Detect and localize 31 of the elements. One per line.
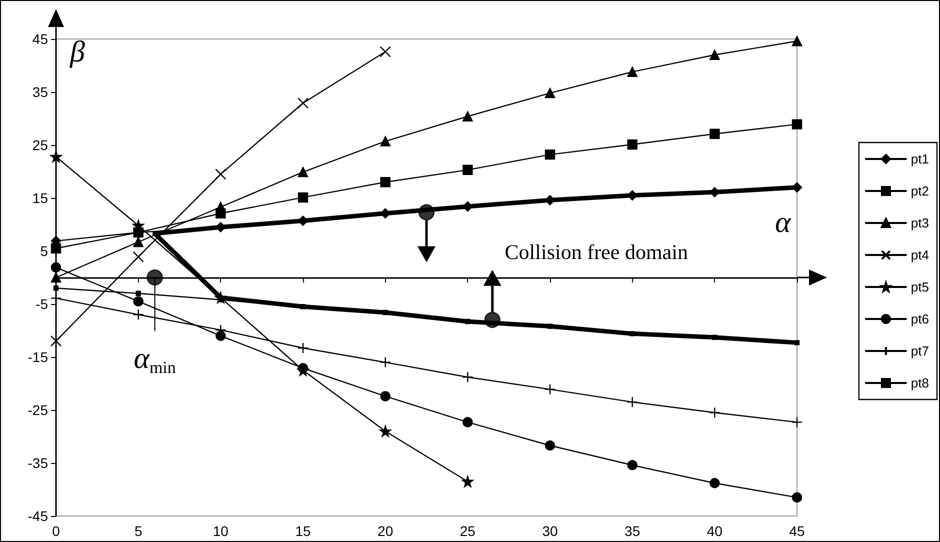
x-tick-label: 10	[212, 523, 229, 539]
y-tick-label: -15	[28, 349, 48, 365]
legend-label: pt1	[910, 152, 930, 166]
y-tick-label: -25	[28, 402, 48, 418]
x-tick-label: 40	[706, 523, 723, 539]
y-tick-label: 25	[32, 137, 48, 153]
x-axis-title: α	[775, 206, 792, 239]
x-tick-label: 5	[134, 523, 142, 539]
y-axis-title: β	[69, 36, 85, 68]
annotation: Collision free domain	[504, 240, 688, 264]
x-tick-label: 30	[542, 523, 558, 539]
legend-label: pt2	[910, 184, 930, 198]
x-tick-label: 25	[460, 523, 476, 539]
y-tick-label: 45	[32, 31, 48, 47]
legend-label: pt3	[910, 216, 930, 230]
legend-label: pt4	[910, 248, 930, 262]
legend-label: pt7	[910, 344, 930, 358]
legend-label: pt5	[910, 280, 930, 294]
legend-label: pt8	[910, 376, 930, 390]
x-tick-label: 45	[789, 523, 805, 539]
x-tick-label: 15	[295, 523, 311, 539]
x-tick-label: 20	[378, 523, 394, 539]
y-tick-label: 5	[40, 243, 48, 259]
y-tick-label: -45	[28, 508, 48, 524]
y-tick-label: -5	[36, 296, 48, 312]
y-tick-label: 15	[32, 190, 48, 206]
legend-label: pt6	[910, 312, 930, 326]
y-tick-label: 35	[32, 84, 48, 100]
x-tick-label: 0	[52, 523, 60, 539]
x-tick-label: 35	[624, 523, 640, 539]
y-tick-label: -35	[28, 455, 48, 471]
